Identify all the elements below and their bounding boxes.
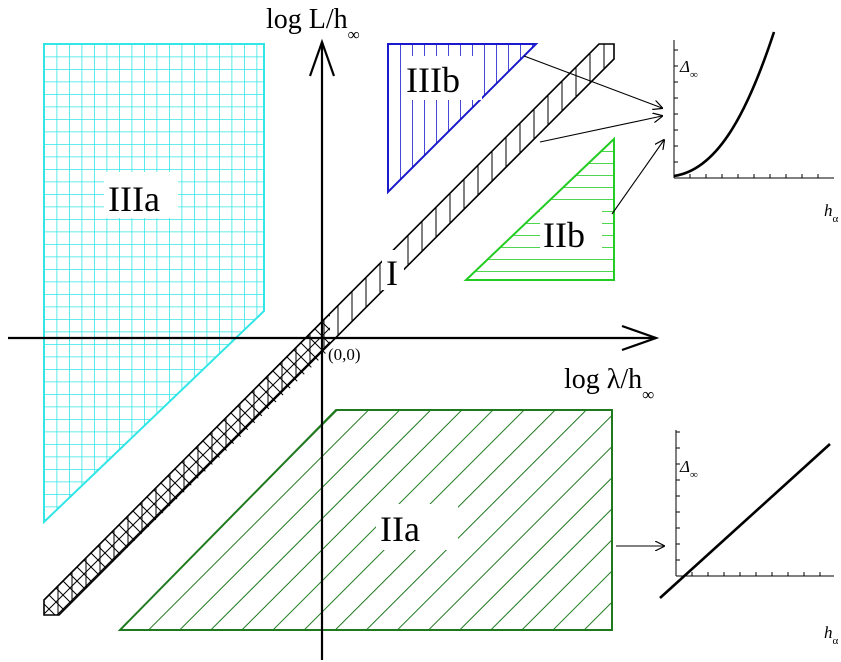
origin-label: (0,0) — [328, 345, 361, 364]
inset-bottom-ticks — [676, 431, 821, 576]
region-IIb-label: IIb — [543, 215, 585, 255]
inset-top-ticks — [674, 49, 819, 178]
inset-top-xlabel: hα — [824, 201, 839, 225]
y-axis-label: log L/h∞ — [266, 4, 360, 44]
arrow-band-to-inset — [539, 116, 662, 143]
y-axis-arrow — [308, 38, 336, 77]
band-outline — [43, 43, 615, 616]
x-axis-arrow — [621, 324, 660, 352]
region-IIa-label-bg — [376, 504, 458, 550]
arrow-IIIb-to-inset — [523, 55, 662, 108]
inset-top: Δ∞ hα — [673, 31, 839, 225]
arrow-IIb-to-inset — [611, 140, 664, 215]
inset-bottom-ylabel: Δ∞ — [679, 457, 698, 481]
region-I-label: I — [386, 253, 398, 293]
inset-top-curve — [673, 31, 776, 178]
region-IIb-label-bg — [540, 210, 602, 254]
inset-bottom: Δ∞ hα — [659, 430, 839, 647]
region-IIb — [463, 136, 615, 281]
region-IIa — [117, 409, 613, 631]
region-IIa-label: IIa — [380, 509, 420, 549]
region-IIIa — [43, 43, 265, 525]
inset-bottom-line — [659, 443, 831, 599]
inset-bottom-xlabel: hα — [824, 623, 839, 647]
region-IIIb-label-bg — [404, 56, 482, 100]
region-I-label-bg — [382, 250, 404, 290]
x-axis-label: log λ/h∞ — [564, 364, 654, 404]
region-IIIa-label-bg — [104, 172, 178, 218]
region-IIIa-label: IIIa — [108, 179, 160, 219]
region-IIIb-label: IIIb — [406, 60, 460, 100]
inset-top-ylabel: Δ∞ — [679, 57, 698, 81]
